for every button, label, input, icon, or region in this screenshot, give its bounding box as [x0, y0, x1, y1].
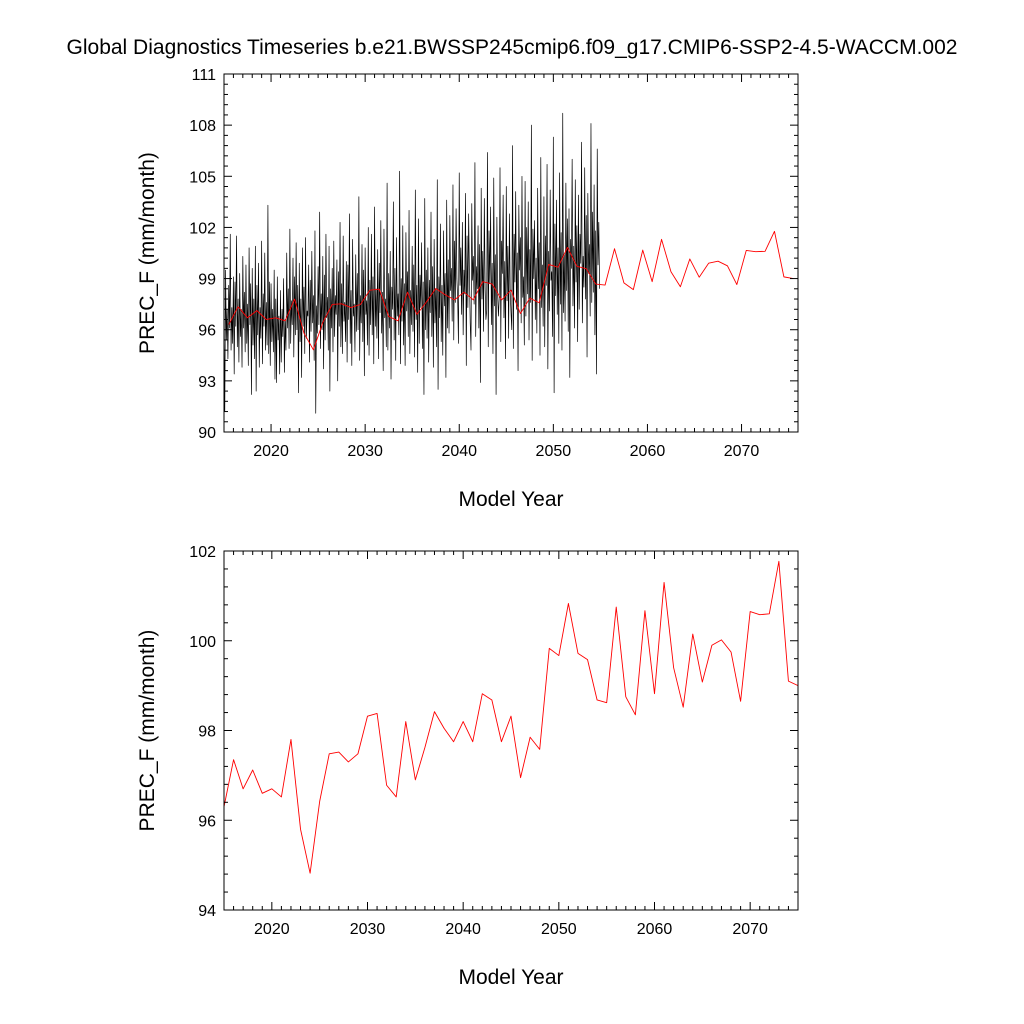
timeseries-panel-top: 2020 2030 2040 2050 2060 2070 90 93 96 99 102 105 10…: [136, 67, 799, 511]
top-y-tick-label: 96: [198, 323, 216, 340]
bottom-y-tick-label: 102: [189, 544, 216, 561]
bottom-y-tick-label: 98: [198, 724, 216, 741]
bottom-series-annual-line: [224, 560, 798, 874]
bottom-y-tick-label: 100: [189, 634, 216, 651]
top-x-tick-label: 2020: [253, 443, 289, 460]
bottom-y-axis-title: PREC_F (mm/month): [136, 630, 159, 832]
top-x-tick-label: 2050: [536, 443, 572, 460]
bottom-plot-area: [224, 560, 798, 874]
top-plot-frame: [223, 73, 799, 433]
top-plot-area: [224, 112, 794, 414]
top-x-tick-label: 2070: [724, 443, 760, 460]
bottom-x-axis-title: Model Year: [458, 966, 563, 989]
top-y-tick-label: 108: [189, 118, 216, 135]
top-y-axis-title: PREC_F (mm/month): [136, 152, 159, 354]
timeseries-panel-bottom: 2020 2030 2040 2050 2060 2070 94 96 98 100 102 Mode…: [136, 544, 799, 989]
bottom-x-tick-label: 2040: [445, 921, 481, 938]
bottom-y-tick-label: 96: [198, 813, 216, 830]
top-series-annual-line: [228, 230, 794, 351]
top-series-monthly-line: [224, 112, 600, 414]
top-y-tick-label: 105: [189, 169, 216, 186]
top-tick-marks: [223, 73, 799, 433]
bottom-x-tick-label: 2060: [637, 921, 673, 938]
bottom-tick-marks: [223, 550, 799, 911]
top-x-axis-title: Model Year: [458, 488, 563, 511]
top-y-tick-label: 93: [198, 374, 216, 391]
top-y-tick-label: 102: [189, 220, 216, 237]
top-x-tick-label: 2030: [347, 443, 383, 460]
top-y-tick-label: 99: [198, 272, 216, 289]
bottom-x-tick-label: 2030: [350, 921, 386, 938]
bottom-plot-frame: [223, 550, 799, 911]
top-x-tick-label: 2060: [630, 443, 666, 460]
figure-title: Global Diagnostics Timeseries b.e21.BWSS…: [66, 36, 958, 59]
bottom-x-tick-label: 2050: [541, 921, 577, 938]
bottom-x-tick-label: 2020: [254, 921, 290, 938]
top-x-tick-label: 2040: [441, 443, 477, 460]
bottom-x-tick-label: 2070: [732, 921, 768, 938]
top-y-tick-label: 90: [198, 425, 216, 442]
bottom-y-tick-label: 94: [198, 903, 216, 920]
top-y-tick-label: 111: [192, 67, 216, 84]
